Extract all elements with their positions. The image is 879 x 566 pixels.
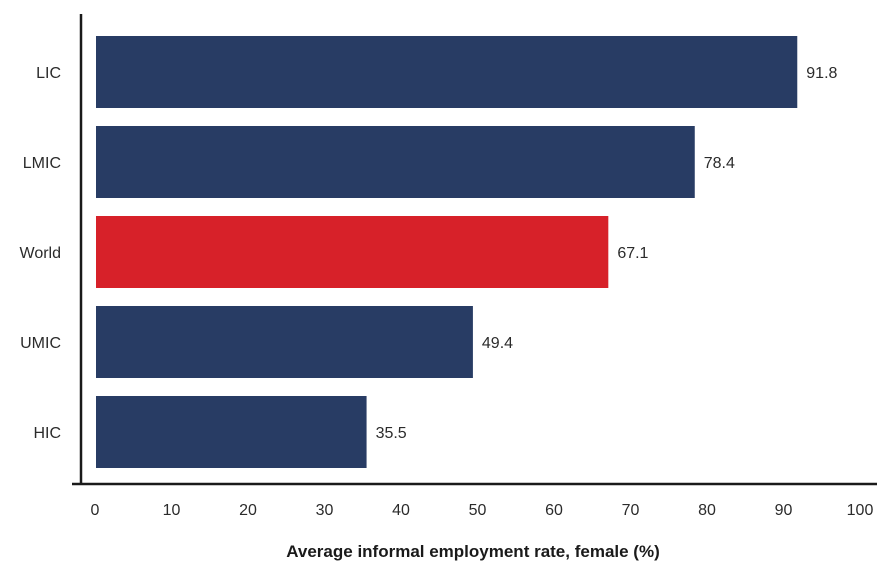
x-tick-label-90: 90	[775, 502, 793, 519]
bar-lic	[96, 36, 798, 108]
category-label-world: World	[20, 245, 62, 262]
x-tick-label-100: 100	[847, 502, 874, 519]
x-tick-label-20: 20	[239, 502, 257, 519]
bar-lmic	[96, 126, 695, 198]
x-tick-label-0: 0	[91, 502, 100, 519]
x-axis-title: Average informal employment rate, female…	[286, 542, 660, 561]
category-label-lic: LIC	[36, 65, 61, 82]
x-tick-label-60: 60	[545, 502, 563, 519]
bar-world	[96, 216, 609, 288]
category-label-umic: UMIC	[20, 335, 61, 352]
value-label-hic: 35.5	[376, 425, 407, 442]
x-tick-label-30: 30	[316, 502, 334, 519]
x-tick-label-70: 70	[622, 502, 640, 519]
x-tick-label-80: 80	[698, 502, 716, 519]
x-tick-label-40: 40	[392, 502, 410, 519]
value-label-world: 67.1	[617, 245, 648, 262]
category-label-hic: HIC	[33, 425, 61, 442]
value-label-lmic: 78.4	[704, 155, 735, 172]
bar-umic	[96, 306, 473, 378]
value-labels: 91.8 78.4 67.1 49.4 35.5	[376, 65, 838, 442]
category-label-lmic: LMIC	[23, 155, 61, 172]
x-tick-labels: 0 10 20 30 40 50 60 70 80 90 100	[91, 502, 874, 519]
x-tick-label-10: 10	[163, 502, 181, 519]
category-labels: LIC LMIC World UMIC HIC	[20, 65, 62, 442]
value-label-lic: 91.8	[806, 65, 837, 82]
axes	[72, 14, 877, 486]
bar-hic	[96, 396, 367, 468]
value-label-umic: 49.4	[482, 335, 513, 352]
bars-layer	[96, 36, 798, 468]
x-tick-label-50: 50	[469, 502, 487, 519]
